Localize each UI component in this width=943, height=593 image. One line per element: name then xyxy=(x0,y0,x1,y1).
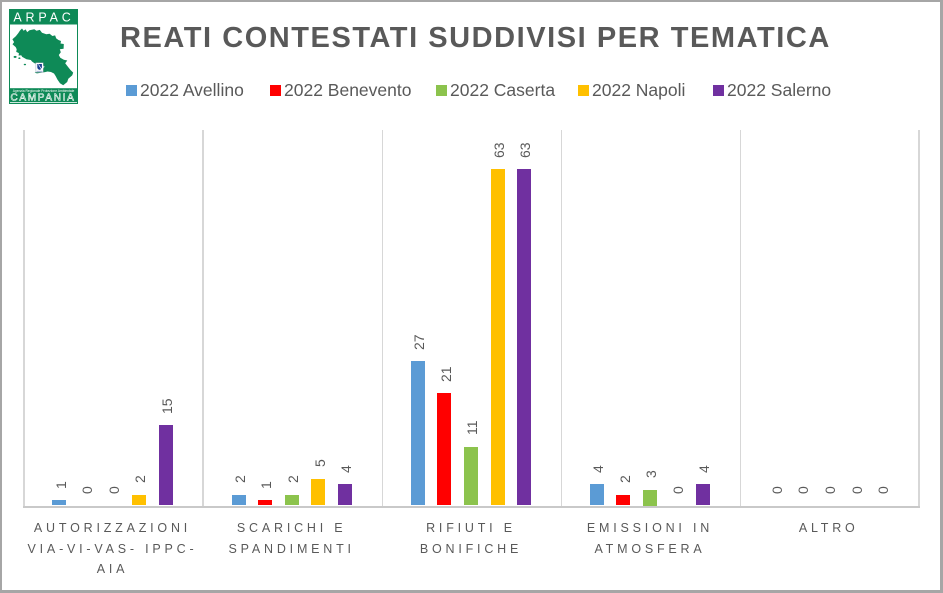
svg-text:ARPAC: ARPAC xyxy=(13,11,74,25)
svg-text:CAMPANIA: CAMPANIA xyxy=(10,93,75,104)
svg-text:Agenzia Regionale Protezione A: Agenzia Regionale Protezione Ambientale xyxy=(13,89,75,93)
